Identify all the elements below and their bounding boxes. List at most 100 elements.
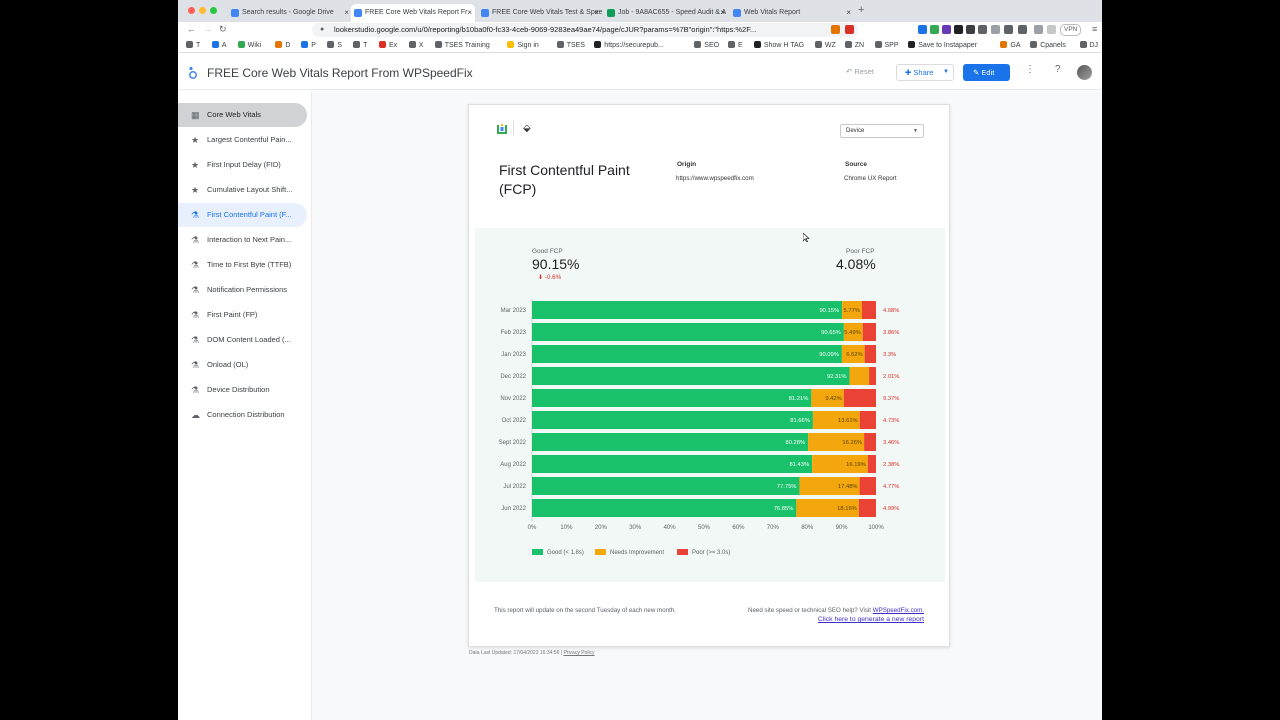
browser-tab[interactable]: Job - 9A8AC655 - Speed Audit & A × [604, 4, 728, 22]
extension-icon[interactable] [831, 25, 840, 34]
extension-icon[interactable] [1018, 25, 1027, 34]
tab-favicon-icon [354, 9, 362, 17]
reload-icon[interactable]: ↻ [219, 24, 227, 34]
sidebar-item[interactable]: ⚗ Notification Permissions [178, 278, 307, 302]
bookmark-item[interactable]: T [353, 41, 367, 49]
x-tick-label: 60% [732, 525, 745, 531]
close-tab-icon[interactable]: × [467, 8, 472, 17]
sidebar-item[interactable]: ★ Largest Contentful Pain... [178, 128, 307, 152]
sidebar-item[interactable]: ★ Cumulative Layout Shift... [178, 178, 307, 202]
chevron-down-icon[interactable]: ▼ [943, 69, 949, 75]
bookmark-item[interactable]: SEO [694, 41, 719, 49]
bookmark-item[interactable]: D [275, 41, 290, 49]
extension-icon[interactable] [954, 25, 963, 34]
sidebar-item[interactable]: ⚗ First Contentful Paint (F... [178, 203, 307, 227]
extension-icon[interactable] [991, 25, 1000, 34]
bookmark-item[interactable]: A [211, 41, 227, 49]
close-window-button[interactable] [188, 7, 195, 14]
new-tab-button[interactable]: + [858, 4, 865, 16]
back-icon[interactable]: ← [187, 24, 196, 34]
extension-icon[interactable] [1047, 25, 1056, 34]
bookmark-favicon-icon [507, 41, 515, 48]
bar-segment [532, 411, 813, 429]
sidebar-item[interactable]: ⚗ Onload (OL) [178, 353, 307, 377]
close-tab-icon[interactable]: × [846, 8, 851, 17]
sidebar-item[interactable]: ▦ Core Web Vitals [178, 103, 307, 127]
bookmark-item[interactable]: Sign in [507, 41, 539, 49]
sidebar-item[interactable]: ☁ Connection Distribution [178, 403, 307, 427]
generate-report-link[interactable]: Click here to generate a new report [817, 616, 924, 623]
avatar[interactable] [1077, 65, 1092, 80]
extension-icon[interactable] [845, 25, 854, 34]
bookmark-item[interactable]: Cpanels [1030, 41, 1066, 49]
share-button[interactable]: ✚ Share ▼ [896, 64, 954, 81]
x-tick-label: 30% [629, 525, 642, 531]
pages-sidebar: ▦ Core Web Vitals ★ Largest Contentful Pain… [178, 91, 312, 720]
puzzle-icon[interactable] [978, 25, 987, 34]
sidebar-item[interactable]: ⚗ Interaction to Next Pain... [178, 228, 307, 252]
report-page: ⬙ Device ▼ First Contentful Paint (FCP) … [468, 104, 950, 647]
bookmark-item[interactable]: GA [1000, 41, 1021, 49]
close-tab-icon[interactable]: × [344, 8, 349, 17]
tab-label: Web Vitals Report [744, 9, 801, 16]
bookmark-item[interactable]: https://securepub... [594, 41, 664, 49]
bookmark-item[interactable]: E [728, 41, 743, 49]
extension-icon[interactable] [942, 25, 951, 34]
data-label-poor: 4.99% [883, 506, 899, 512]
bookmark-item[interactable]: S [327, 41, 342, 49]
bookmark-item[interactable]: T [186, 41, 200, 49]
close-tab-icon[interactable]: × [720, 8, 725, 17]
maximize-window-button[interactable] [210, 7, 217, 14]
data-label-good: 90.09% [819, 352, 839, 358]
extension-icon[interactable] [1034, 25, 1043, 34]
more-options-icon[interactable]: ⋮ [1025, 64, 1035, 75]
bookmark-favicon-icon [327, 41, 335, 48]
reset-button[interactable]: ↶ Reset [846, 67, 874, 76]
bookmark-item[interactable]: P [301, 41, 316, 49]
bookmark-item[interactable]: X [408, 41, 423, 49]
browser-tab[interactable]: Search results - Google Drive × [228, 4, 352, 22]
forward-icon[interactable]: → [203, 24, 212, 34]
wpspeedfix-link[interactable]: WPSpeedFix.com. [872, 607, 924, 614]
browser-tab[interactable]: FREE Core Web Vitals Test & Speed × [478, 4, 602, 22]
bookmark-item[interactable]: Ex [379, 41, 397, 49]
x-tick-label: 90% [836, 525, 849, 531]
extension-icon[interactable] [930, 25, 939, 34]
url-input[interactable]: ● lookerstudio.google.com/u/0/reporting/… [312, 23, 858, 37]
bookmark-item[interactable]: TSES Training [434, 41, 490, 49]
tab-bar: Search results - Google Drive × FREE Core … [178, 0, 1102, 22]
help-note: Need site speed or technical SEO help? V… [748, 607, 924, 614]
sidepanel-icon[interactable] [1004, 25, 1013, 34]
bookmark-label: T [196, 42, 201, 49]
bookmark-item[interactable]: DJ [1079, 41, 1098, 49]
help-icon[interactable]: ? [1055, 64, 1061, 75]
browser-menu-icon[interactable]: ≡ [1092, 24, 1098, 34]
edit-button[interactable]: ✎ Edit [963, 64, 1010, 81]
vpn-button[interactable]: VPN [1060, 24, 1082, 36]
bookmark-item[interactable]: TSES [556, 41, 585, 49]
close-tab-icon[interactable]: × [594, 8, 599, 17]
sidebar-item[interactable]: ⚗ DOM Content Loaded (... [178, 328, 307, 352]
sidebar-item[interactable]: ★ First Input Delay (FID) [178, 153, 307, 177]
browser-tab[interactable]: Web Vitals Report × [730, 4, 854, 22]
legend-item: Poor (>= 3.0s) [677, 549, 730, 556]
reset-label: Reset [854, 67, 874, 76]
bookmark-item[interactable]: Show H TAG [753, 41, 804, 49]
device-dropdown[interactable]: Device ▼ [840, 124, 924, 138]
privacy-policy-link[interactable]: Privacy Policy [563, 650, 595, 656]
browser-tab[interactable]: FREE Core Web Vitals Report Fr × [351, 4, 475, 22]
bookmark-favicon-icon [874, 41, 882, 48]
bookmark-item[interactable]: SPP [874, 41, 899, 49]
report-title[interactable]: FREE Core Web Vitals Report From WPSpeed… [207, 66, 473, 80]
bookmark-item[interactable]: ZN [844, 41, 864, 49]
minimize-window-button[interactable] [199, 7, 206, 14]
bookmark-item[interactable]: Save to Instapaper [908, 41, 977, 49]
sidebar-item[interactable]: ⚗ First Paint (FP) [178, 303, 307, 327]
extension-icon[interactable] [918, 25, 927, 34]
sidebar-item[interactable]: ⚗ Device Distribution [178, 378, 307, 402]
bookmark-favicon-icon [301, 41, 309, 48]
extension-icon[interactable] [966, 25, 975, 34]
bookmark-item[interactable]: Wiki [237, 41, 261, 49]
sidebar-item[interactable]: ⚗ Time to First Byte (TTFB) [178, 253, 307, 277]
bookmark-item[interactable]: WZ [814, 41, 836, 49]
